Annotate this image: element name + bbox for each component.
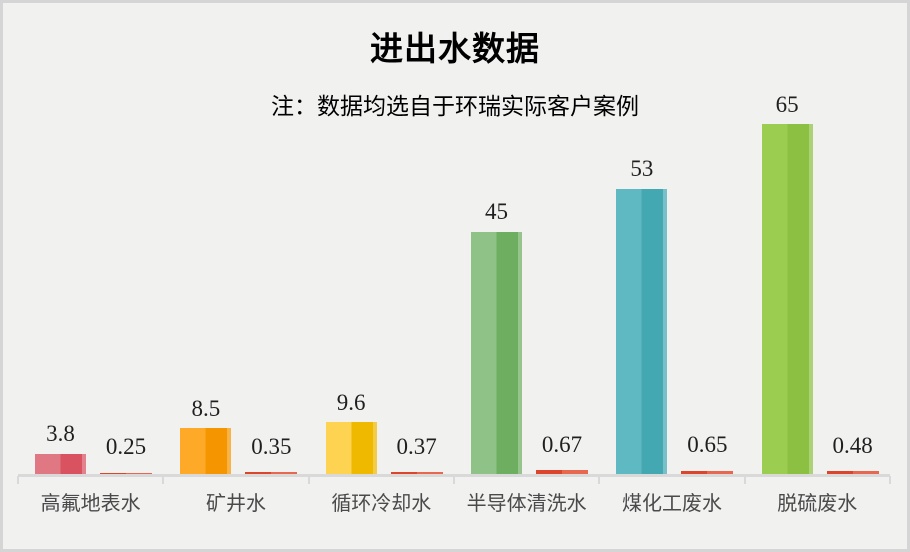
outlet-bar [535,470,588,474]
category-group: 9.6 0.37 循环冷却水 [309,114,454,515]
inlet-value-label: 53 [630,156,654,182]
category-group: 53 0.65 煤化工废水 [599,114,744,515]
outlet-bar [681,470,734,474]
category-group: 45 0.67 半导体清洗水 [454,114,599,515]
axis-tick [453,476,455,484]
inlet-value-label: 65 [775,91,799,117]
category-label: 脱硫废水 [777,493,858,515]
outlet-bar [100,472,152,474]
inlet-bar [180,428,232,474]
axis-tick [17,476,19,484]
outlet-bar [826,471,879,474]
category-label: 高氟地表水 [40,493,141,515]
outlet-value-label: 0.48 [832,433,873,459]
inlet-bar [761,124,813,474]
inlet-value-label: 8.5 [191,395,221,421]
category-label: 煤化工废水 [621,493,722,515]
category-group: 3.8 0.25 高氟地表水 [18,114,163,515]
plot-area: 3.8 0.25 高氟地表水 8.5 0.35 矿井水 9.6 0.37 循环冷却水 45 0.67… [17,92,891,515]
inlet-value-label: 9.6 [336,390,366,416]
x-axis-line [18,474,890,477]
inlet-value-label: 3.8 [46,421,75,447]
axis-tick [162,476,165,484]
category-group: 8.5 0.35 矿井水 [163,114,308,515]
axis-tick [743,476,746,484]
category-label: 半导体清洗水 [466,493,587,515]
inlet-value-label: 45 [484,199,508,225]
inlet-bar [35,453,86,474]
chart-subtitle: 注：数据均选自于环瑞实际客户案例 [271,93,639,119]
axis-tick [598,476,601,484]
inlet-bar [325,422,377,474]
outlet-value-label: 0.35 [251,433,292,459]
inlet-bar [470,231,522,475]
category-label: 矿井水 [205,493,266,515]
axis-tick [307,476,310,484]
category-group: 65 0.48 脱硫废水 [745,92,890,515]
outlet-bar [390,472,443,474]
axis-tick [889,476,891,484]
inlet-bar [616,188,668,475]
chart-title: 进出水数据 [370,30,540,67]
outlet-value-label: 0.67 [541,432,583,458]
outlet-bar [245,472,298,474]
outlet-value-label: 0.25 [105,434,147,460]
category-label: 循环冷却水 [331,493,432,515]
outlet-value-label: 0.65 [687,432,728,458]
outlet-value-label: 0.37 [396,433,437,459]
